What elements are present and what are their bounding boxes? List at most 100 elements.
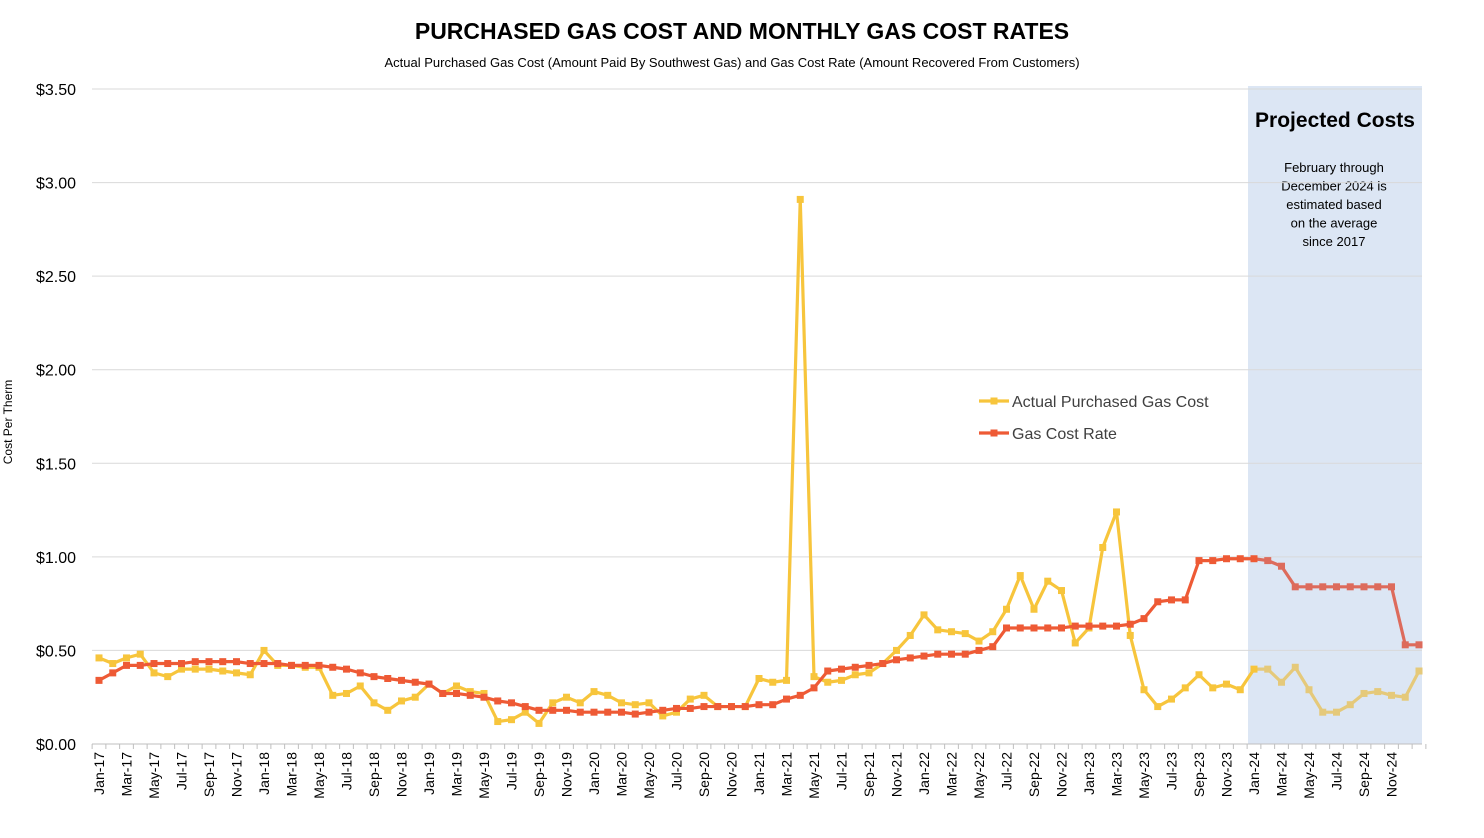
series-line-segment (743, 676, 761, 709)
gridlines (92, 88, 1422, 651)
x-tick-label: Mar-19 (449, 752, 465, 797)
legend-item: Actual Purchased Gas Cost (979, 394, 1209, 411)
x-tick-label: Jan-18 (256, 752, 272, 795)
data-point (1250, 665, 1258, 673)
x-tick-label: Jul-18 (339, 752, 355, 790)
data-point (948, 628, 955, 636)
x-tick-label: Sep-23 (1191, 752, 1207, 797)
data-point (1388, 691, 1395, 699)
data-point (1291, 583, 1299, 591)
x-tick-label: Jul-21 (834, 752, 850, 790)
data-point (1058, 587, 1065, 595)
data-point (466, 691, 474, 699)
data-point (1223, 555, 1230, 563)
data-point (1071, 622, 1079, 630)
x-tick-label: Nov-21 (889, 752, 905, 797)
data-point (728, 703, 735, 711)
x-tick-label: Nov-19 (559, 752, 575, 797)
x-tick-label: Nov-20 (724, 752, 740, 797)
data-point (123, 654, 130, 662)
data-point (934, 650, 942, 658)
data-point (1140, 686, 1148, 694)
x-tick-label: May-22 (971, 752, 987, 799)
data-point (178, 660, 185, 668)
data-point (1291, 663, 1299, 671)
x-tick-label: Sep-17 (201, 752, 217, 797)
data-point (1058, 624, 1065, 632)
data-point (604, 691, 612, 699)
data-point (851, 671, 859, 679)
projection-box (1248, 86, 1422, 744)
data-point (563, 706, 570, 714)
x-tick-label: May-19 (476, 752, 492, 799)
series-line-segment (1059, 588, 1077, 645)
x-tick-label: Mar-24 (1274, 752, 1290, 797)
data-point (384, 706, 392, 714)
data-point (398, 697, 405, 705)
series-line-segment (1128, 633, 1146, 692)
data-point (590, 688, 598, 696)
data-point (411, 693, 419, 701)
data-point (508, 699, 515, 707)
data-point (343, 665, 350, 673)
data-point (673, 708, 680, 716)
projection-title: Projected Costs (1255, 109, 1415, 132)
data-point (329, 663, 337, 671)
data-point (1278, 562, 1285, 570)
x-tick-label: Sep-18 (366, 752, 382, 797)
x-tick-label: Sep-19 (531, 752, 547, 797)
data-point (480, 689, 488, 697)
y-tick-label: $2.00 (36, 363, 76, 380)
data-point (975, 637, 983, 645)
data-point (219, 658, 227, 666)
data-point (700, 691, 708, 699)
legend: Actual Purchased Gas Cost Gas Cost Rate (979, 394, 1209, 443)
y-tick-label: $0.50 (36, 643, 76, 660)
data-point (714, 703, 722, 711)
projection-note-line: on the average (1291, 216, 1378, 231)
data-point (1195, 557, 1203, 565)
data-point (178, 665, 185, 673)
data-point (934, 626, 942, 634)
data-point (576, 708, 584, 716)
chart-subtitle: Actual Purchased Gas Cost (Amount Paid B… (384, 55, 1079, 70)
data-point (1016, 624, 1024, 632)
data-point (618, 699, 625, 707)
y-tick-label: $2.50 (36, 269, 76, 286)
data-point (425, 680, 433, 688)
data-point (1099, 544, 1107, 551)
data-point (535, 719, 543, 727)
data-point (411, 678, 419, 686)
data-point (1181, 684, 1189, 692)
data-point (1209, 684, 1217, 692)
data-point (1360, 689, 1368, 697)
data-point (95, 654, 103, 662)
data-point (370, 673, 378, 681)
data-point (274, 660, 282, 668)
x-tick-label: Jan-23 (1081, 752, 1097, 795)
data-point (95, 676, 103, 684)
x-tick-label: Jul-20 (669, 752, 685, 790)
data-point (1168, 596, 1175, 604)
data-point (851, 663, 859, 671)
series-line-segment (784, 197, 802, 682)
data-point (205, 658, 213, 666)
data-point (783, 676, 790, 684)
data-point (549, 706, 557, 714)
data-point (1154, 703, 1162, 711)
y-tick-label: $3.00 (36, 176, 76, 193)
series-line-segment (798, 197, 816, 679)
x-tick-label: Jan-22 (916, 752, 932, 795)
x-tick-label: Sep-24 (1356, 752, 1372, 797)
y-tick-label: $1.00 (36, 550, 76, 567)
projection-note-line: since 2017 (1303, 234, 1366, 249)
data-point (1415, 641, 1423, 649)
data-point (301, 661, 309, 669)
data-point (769, 678, 777, 686)
data-point (563, 693, 570, 701)
series-line-segment (1403, 669, 1421, 699)
series-gas-cost-rate (95, 555, 1423, 718)
data-point (1319, 708, 1327, 716)
data-point (164, 673, 172, 681)
